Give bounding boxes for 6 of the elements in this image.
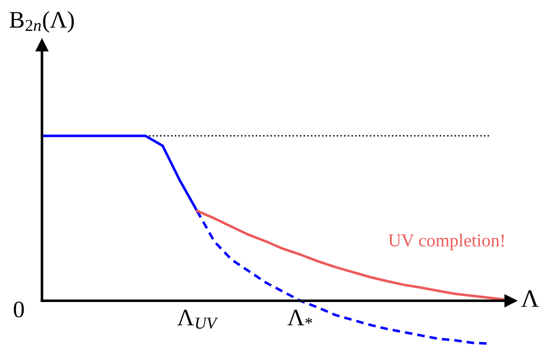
x-axis-title: Λ xyxy=(521,290,539,307)
x-tick-label: Λ$_{UV}$ xyxy=(177,310,218,329)
text: 0 xyxy=(14,301,24,318)
annotation: UV completion! xyxy=(388,234,504,250)
y-axis-title: B$_{2n}$(Λ) xyxy=(10,11,74,33)
x-tick-label: Λ$_{*}$ xyxy=(288,310,312,326)
